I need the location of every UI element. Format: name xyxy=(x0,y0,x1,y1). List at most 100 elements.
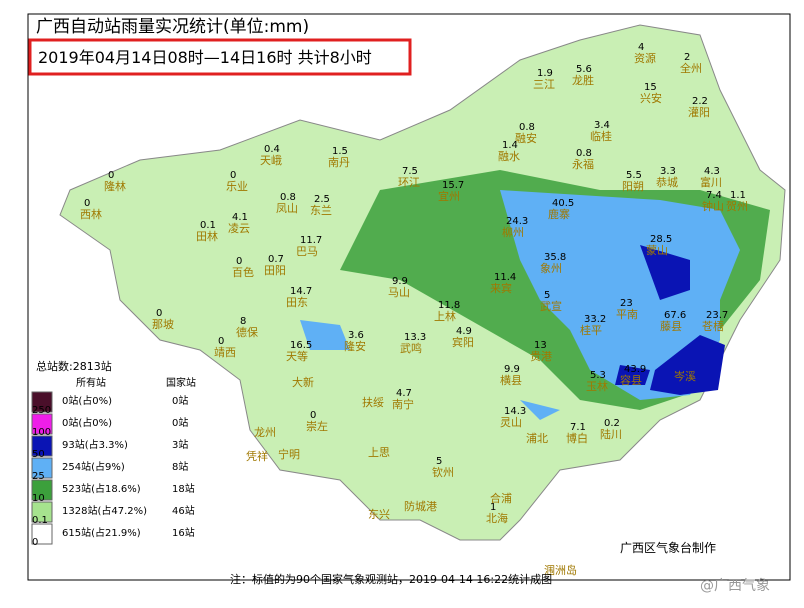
city-name: 南丹 xyxy=(328,156,350,169)
city-name: 北海 xyxy=(486,511,508,525)
city-name: 浦北 xyxy=(526,432,548,445)
legend-national-count: 18站 xyxy=(172,482,195,495)
legend-swatch xyxy=(31,391,53,413)
city-name: 龙州 xyxy=(254,426,276,439)
title: 广西自动站雨量实况统计(单位:mm) xyxy=(36,17,309,37)
legend-swatch xyxy=(31,457,53,479)
rain-value: 2.5 xyxy=(314,194,330,205)
legend-swatch xyxy=(31,501,53,523)
rain-value: 0 xyxy=(236,256,242,267)
city-name: 三江 xyxy=(533,78,555,91)
rain-value: 4 xyxy=(638,42,644,53)
legend-col-all: 所有站 xyxy=(76,376,106,389)
rain-value: 5 xyxy=(436,456,442,467)
city-name: 全州 xyxy=(680,61,702,75)
city-name: 德保 xyxy=(236,325,258,339)
rain-value: 4.7 xyxy=(396,388,412,399)
city-name: 上思 xyxy=(368,446,390,459)
rain-value: 9.9 xyxy=(504,364,520,375)
city-name: 武宣 xyxy=(540,299,562,313)
city-name: 永福 xyxy=(572,157,594,171)
rain-value: 40.5 xyxy=(552,198,574,209)
city-name: 环江 xyxy=(398,176,420,189)
rain-zone-25 xyxy=(500,190,740,400)
legend-all-count: 615站(占21.9%) xyxy=(62,526,141,539)
city-name: 阳朔 xyxy=(622,180,644,193)
rain-value: 1.9 xyxy=(537,68,553,79)
rain-value: 0.8 xyxy=(576,148,592,159)
legend-swatch xyxy=(31,413,53,435)
rain-value: 1.1 xyxy=(730,190,746,201)
subtitle: 2019年04月14日08时—14日16时 共计8小时 xyxy=(38,48,372,67)
rain-value: 2.2 xyxy=(692,96,708,107)
city-name: 陆川 xyxy=(600,427,622,441)
rain-value: 0.1 xyxy=(200,220,216,231)
city-name: 岑溪 xyxy=(674,370,696,383)
legend-all-count: 0站(占0%) xyxy=(62,394,112,407)
rain-value: 0 xyxy=(156,308,162,319)
city-name: 融水 xyxy=(498,150,520,163)
rain-value: 0.4 xyxy=(264,144,280,155)
rain-value: 67.6 xyxy=(664,310,686,321)
rain-value: 1.4 xyxy=(502,140,518,151)
credit: 广西区气象台制作 xyxy=(620,540,716,555)
legend-national-count: 3站 xyxy=(172,438,188,451)
city-name: 容县 xyxy=(620,373,642,387)
legend-threshold: 0 xyxy=(32,537,38,548)
legend-swatch xyxy=(31,435,53,457)
city-name: 博白 xyxy=(566,431,588,445)
rain-value: 15.7 xyxy=(442,180,464,191)
rain-value: 7.1 xyxy=(570,422,586,433)
rain-value: 11.4 xyxy=(494,272,516,283)
rain-value: 0 xyxy=(84,198,90,209)
city-name: 崇左 xyxy=(306,420,328,433)
rain-value: 14.3 xyxy=(504,406,526,417)
city-name: 桂平 xyxy=(580,323,602,337)
city-name: 贵港 xyxy=(530,350,552,363)
city-name: 龙胜 xyxy=(572,73,594,87)
subtitle-box xyxy=(28,38,412,76)
city-name: 隆林 xyxy=(104,179,126,193)
legend-threshold: 50 xyxy=(32,449,45,460)
legend-all-count: 523站(占18.6%) xyxy=(62,482,141,495)
city-name: 柳州 xyxy=(502,225,524,239)
city-name: 来宾 xyxy=(490,281,512,295)
rain-value: 13 xyxy=(534,340,547,351)
rain-value: 3.4 xyxy=(594,120,610,131)
city-name: 凭祥 xyxy=(246,449,268,463)
rain-value: 5 xyxy=(544,290,550,301)
legend-swatch xyxy=(31,479,53,501)
legend-all-count: 254站(占9%) xyxy=(62,460,125,473)
city-name: 隆安 xyxy=(344,339,366,353)
rain-value: 23.7 xyxy=(706,310,728,321)
rain-value: 0.2 xyxy=(604,418,620,429)
city-name: 资源 xyxy=(634,51,656,65)
city-name: 凌云 xyxy=(228,221,250,235)
city-name: 玉林 xyxy=(586,379,608,393)
city-name: 田林 xyxy=(196,229,218,243)
rain-value: 4.9 xyxy=(456,326,472,337)
city-name: 合浦 xyxy=(490,491,512,505)
rain-value: 7.5 xyxy=(402,166,418,177)
city-name: 田东 xyxy=(286,296,308,309)
city-name: 兴安 xyxy=(640,91,662,105)
rain-value: 5.6 xyxy=(576,64,592,75)
rain-zone-25-west xyxy=(300,320,560,420)
rain-value: 13.3 xyxy=(404,332,426,343)
rain-value: 4.3 xyxy=(704,166,720,177)
city-name: 横县 xyxy=(500,373,522,387)
watermark: @广西气象 xyxy=(700,578,770,594)
legend-threshold: 100 xyxy=(32,427,51,438)
rain-value: 33.2 xyxy=(584,314,606,325)
city-name: 上林 xyxy=(434,309,456,323)
legend-col-national: 国家站 xyxy=(166,376,196,389)
city-name: 宁明 xyxy=(278,447,300,461)
city-name: 灌阳 xyxy=(688,106,710,119)
city-name: 东兴 xyxy=(368,508,390,521)
city-name: 鹿寨 xyxy=(548,207,570,221)
legend-total: 总站数:2813站 xyxy=(36,359,112,373)
rain-value: 43.9 xyxy=(624,364,646,375)
map-shapes xyxy=(59,24,786,541)
legend-national-count: 0站 xyxy=(172,416,188,429)
